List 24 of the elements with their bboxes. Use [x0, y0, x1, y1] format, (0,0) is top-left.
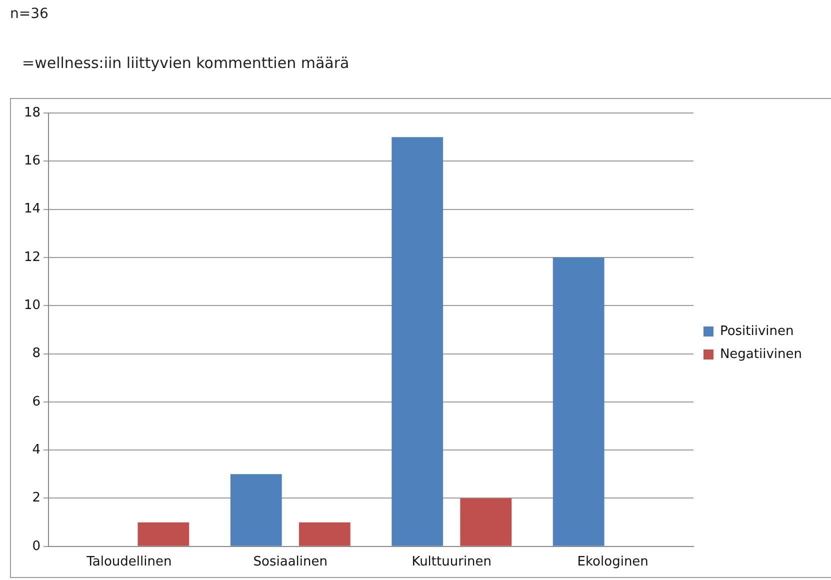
y-tick-label: 16 — [24, 154, 41, 169]
bar — [460, 498, 512, 546]
legend-label: Negatiivinen — [720, 346, 802, 362]
bar — [298, 522, 350, 546]
y-tick-label: 8 — [32, 346, 41, 362]
x-tick-label: Ekologinen — [577, 554, 648, 570]
chart-title: n=36 — [10, 6, 48, 22]
x-tick-label: Taloudellinen — [86, 554, 172, 570]
chart-subtitle: =wellness:iin liittyvien kommenttien määrä — [22, 54, 350, 72]
bar — [138, 522, 190, 546]
legend-label: Positiivinen — [720, 324, 794, 339]
y-tick-label: 6 — [32, 394, 41, 410]
y-tick-label: 4 — [32, 442, 41, 458]
x-tick-label: Sosiaalinen — [253, 554, 328, 570]
y-tick-label: 12 — [24, 250, 41, 265]
y-tick-label: 0 — [32, 538, 41, 554]
y-tick-label: 10 — [24, 298, 41, 313]
y-tick-label: 14 — [24, 202, 41, 217]
bar — [392, 137, 444, 546]
y-tick-label: 18 — [24, 105, 41, 120]
y-tick-label: 2 — [32, 490, 41, 506]
bar — [230, 474, 282, 546]
bar — [552, 257, 604, 546]
x-tick-label: Kulttuurinen — [412, 554, 492, 570]
